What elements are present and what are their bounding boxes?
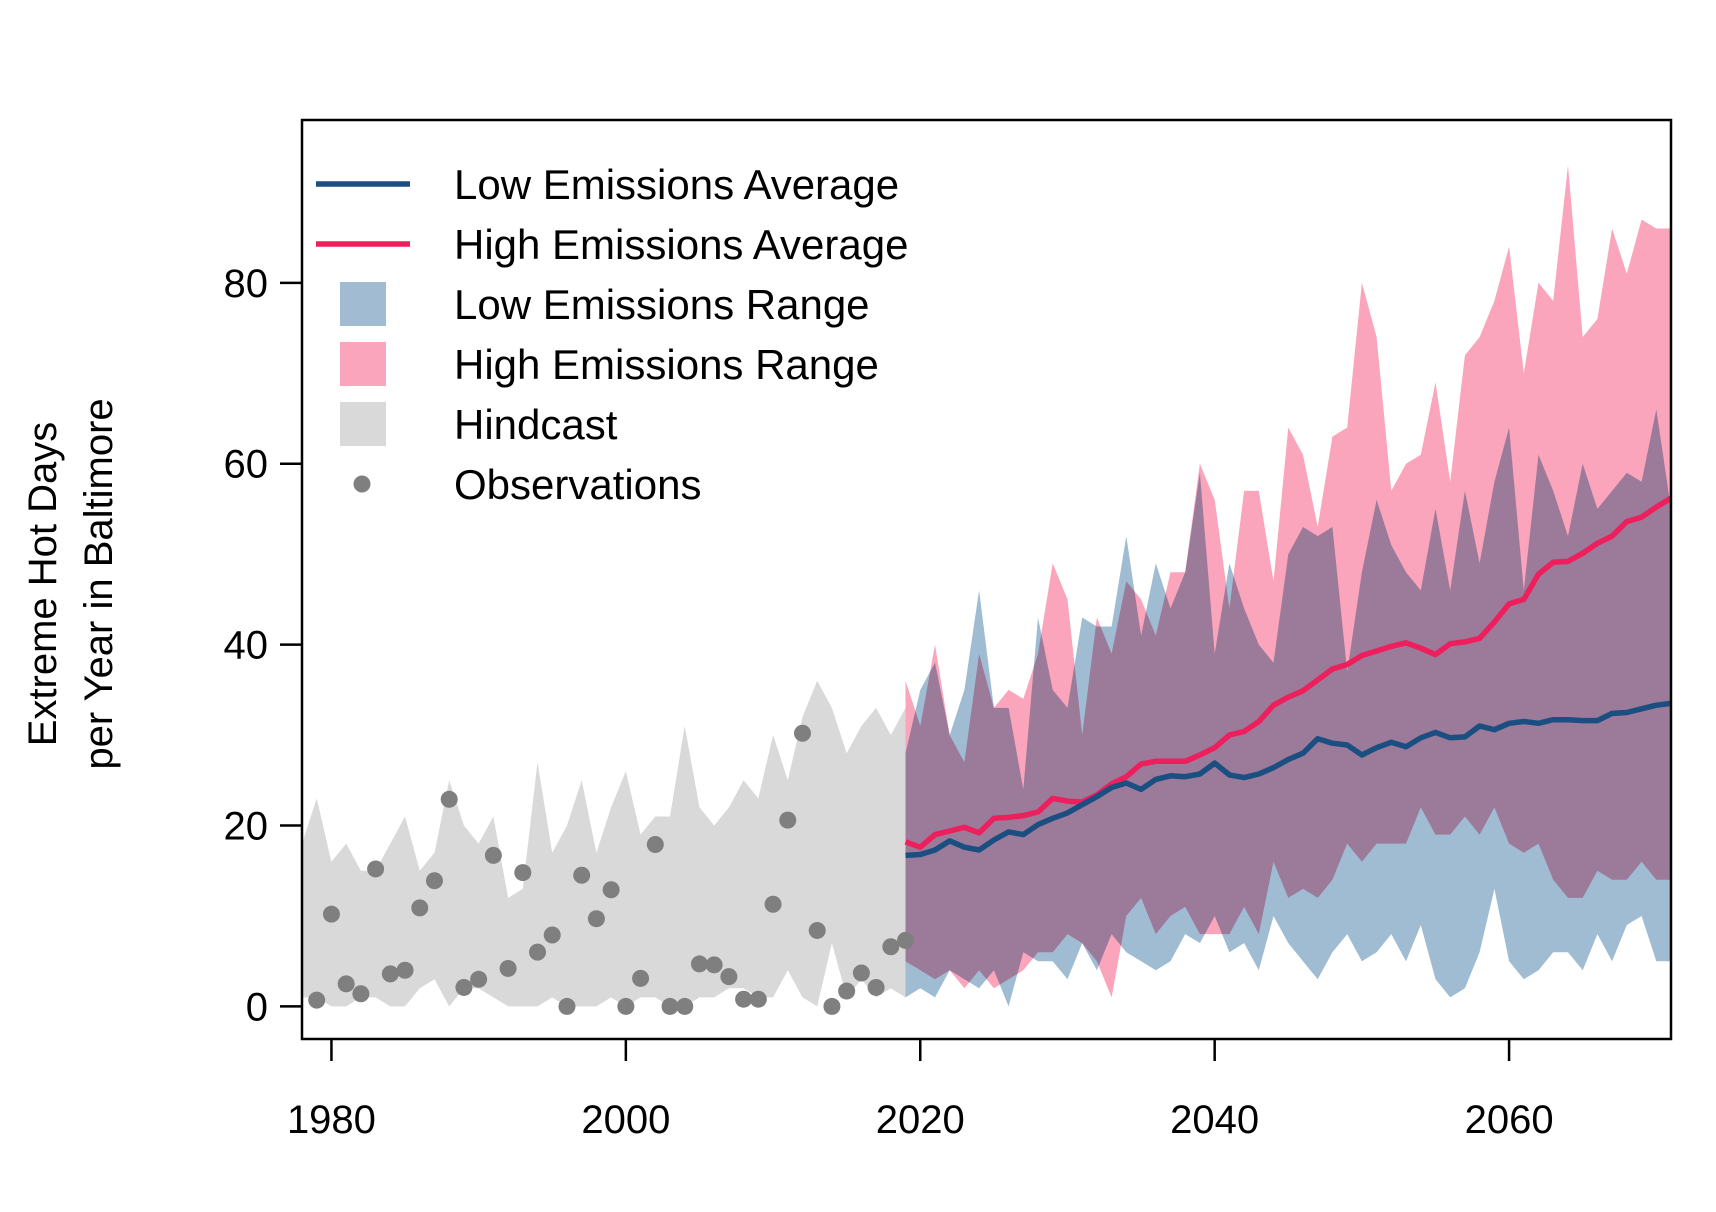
y-tick-label: 40 — [224, 624, 269, 668]
x-tick-label: 1980 — [287, 1098, 376, 1142]
observation-point — [617, 997, 635, 1015]
observation-point — [823, 997, 841, 1015]
observation-point — [499, 959, 517, 977]
observation-point — [690, 955, 708, 973]
observation-point — [793, 724, 811, 742]
observation-point — [852, 964, 870, 982]
observation-point — [367, 860, 385, 878]
legend-swatch-box — [340, 342, 386, 386]
legend-label: Hindcast — [454, 401, 618, 448]
x-tick-label: 2040 — [1170, 1098, 1259, 1142]
observation-point — [897, 931, 915, 949]
observation-point — [735, 990, 753, 1008]
observation-point — [455, 978, 473, 996]
low-emissions-average-line — [905, 700, 1671, 859]
y-axis: 0 20 40 60 80 — [224, 262, 302, 1029]
legend-swatch-point — [353, 475, 371, 493]
observation-point — [425, 872, 443, 890]
y-tick-label: 20 — [224, 805, 269, 849]
x-tick-label: 2000 — [581, 1098, 670, 1142]
y-tick-label: 0 — [246, 985, 268, 1029]
legend-label: Observations — [454, 461, 701, 508]
observation-point — [470, 970, 488, 988]
x-tick-label: 2060 — [1465, 1098, 1554, 1142]
legend-label: High Emissions Average — [454, 221, 908, 268]
observation-point — [337, 975, 355, 993]
observation-point — [779, 811, 797, 829]
y-axis-title-line2: per Year in Baltimore — [77, 398, 121, 769]
legend: Low Emissions Average High Emissions Aver… — [316, 161, 908, 508]
high-emissions-range — [905, 165, 1671, 998]
observation-point — [661, 997, 679, 1015]
x-axis: 1980 2000 2020 2040 2060 — [287, 1039, 1554, 1142]
y-tick-label: 80 — [224, 262, 269, 306]
y-tick-label: 60 — [224, 443, 269, 487]
observation-point — [308, 991, 326, 1009]
observation-point — [720, 968, 738, 986]
observation-point — [676, 997, 694, 1015]
observation-point — [514, 864, 532, 882]
observation-point — [381, 965, 399, 983]
observation-point — [749, 990, 767, 1008]
observation-point — [602, 881, 620, 899]
y-axis-title-line1: Extreme Hot Days — [21, 422, 65, 747]
legend-label: Low Emissions Average — [454, 161, 899, 208]
legend-label: Low Emissions Range — [454, 281, 870, 328]
high-emissions-average-line — [904, 495, 1671, 850]
observation-point — [396, 961, 414, 979]
legend-swatch-box — [340, 402, 386, 446]
observation-point — [808, 921, 826, 939]
observation-point — [646, 836, 664, 854]
observation-point — [632, 969, 650, 987]
observation-point — [764, 895, 782, 913]
observation-point — [322, 905, 340, 923]
hindcast-range — [302, 680, 906, 1007]
plot-area — [302, 165, 1671, 1015]
observation-point — [411, 899, 429, 917]
observation-point — [529, 943, 547, 961]
legend-swatch-box — [340, 282, 386, 326]
observation-point — [587, 910, 605, 928]
observation-point — [440, 790, 458, 808]
observation-point — [882, 938, 900, 956]
observation-point — [573, 866, 591, 884]
observation-point — [484, 846, 502, 864]
x-tick-label: 2020 — [876, 1098, 965, 1142]
observation-point — [838, 982, 856, 1000]
observation-point — [867, 978, 885, 996]
observation-point — [705, 956, 723, 974]
plot-frame — [300, 118, 1673, 1041]
legend-label: High Emissions Range — [454, 341, 879, 388]
observation-point — [543, 926, 561, 944]
observation-point — [558, 997, 576, 1015]
observation-point — [352, 985, 370, 1003]
